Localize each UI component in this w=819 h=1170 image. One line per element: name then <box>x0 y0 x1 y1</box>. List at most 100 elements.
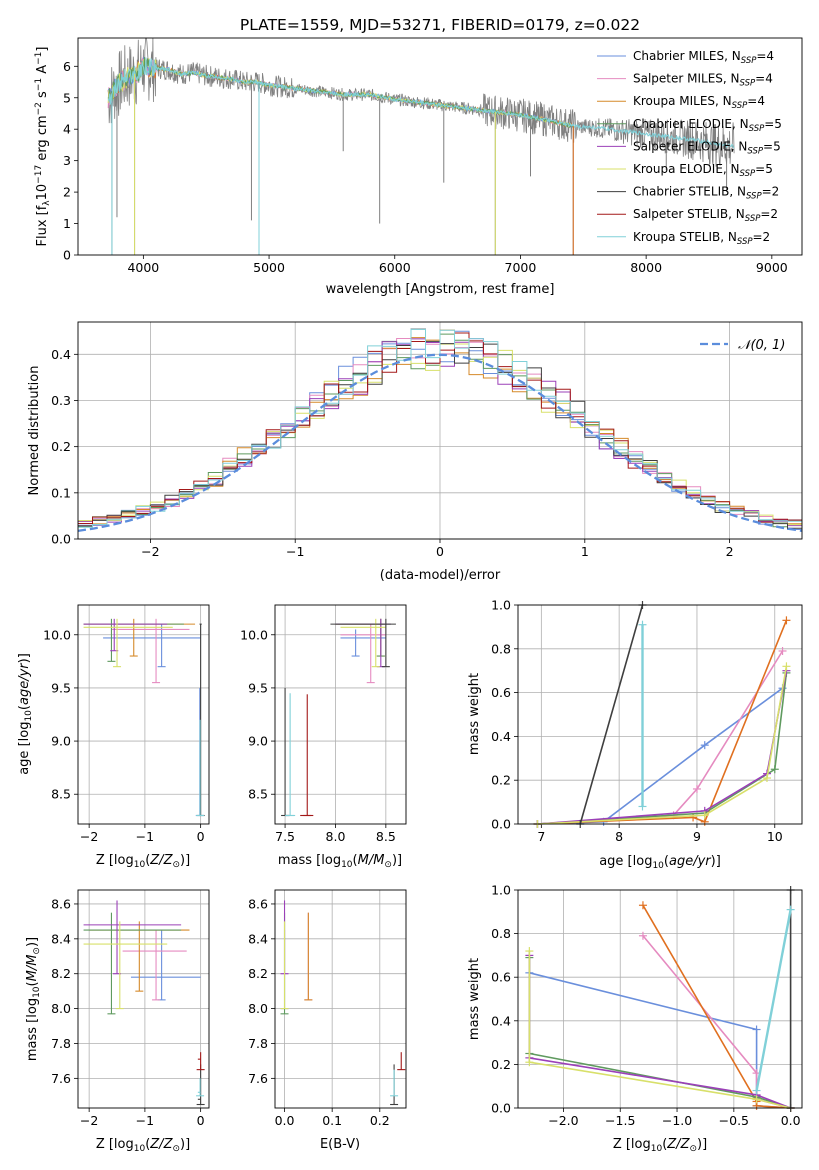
y-tick-label: 0.0 <box>491 1101 511 1116</box>
y-tick-label: 9.0 <box>51 734 71 749</box>
spectrum-xlabel: wavelength [Angstrom, rest frame] <box>326 282 555 297</box>
x-tick-label: 7 <box>537 829 545 844</box>
weight-line-salpeter_elodie <box>528 955 791 1109</box>
y-tick-label: 7.8 <box>248 1036 268 1051</box>
spectrum-frame <box>77 37 803 256</box>
weight_vs_Z-frame <box>517 889 803 1109</box>
x-tick-label: 8 <box>615 829 623 844</box>
x-tick-label: −1 <box>286 544 304 559</box>
x-tick-label: 0.0 <box>781 1113 801 1128</box>
mass-vs-ebv-xlabel: E(B-V) <box>320 1137 360 1152</box>
y-tick-label: 3 <box>63 153 71 168</box>
y-tick-label: 5 <box>63 90 71 105</box>
spectrum-legend: Chabrier MILES, NSSP=4 Salpeter MILES, NS… <box>597 49 782 247</box>
weight-line-salpeter_elodie <box>537 670 788 825</box>
gaussian-legend-label: 𝒩(0, 1) <box>738 338 785 353</box>
spectrum-lines <box>107 38 735 255</box>
y-tick-label: 0.2 <box>51 439 71 454</box>
y-tick-label: 9.0 <box>248 734 268 749</box>
y-tick-label: 9.5 <box>248 680 268 695</box>
weight_vs_age-lines <box>533 601 791 828</box>
x-tick-label: −0.5 <box>719 1113 749 1128</box>
x-tick-label: 0.0 <box>275 1113 295 1128</box>
y-tick-label: 0.4 <box>491 729 511 744</box>
mass_vs_ebv-axes: 0.0 0.1 0.2 7.6 7.8 8.0 8.2 8.4 8.6 <box>248 890 406 1128</box>
y-tick-label: 0.0 <box>491 817 511 832</box>
weight-line-kroupa_elodie <box>528 951 791 1109</box>
legend-label: Kroupa ELODIE, NSSP=5 <box>633 162 773 179</box>
x-tick-label: 1 <box>581 544 589 559</box>
residuals-ylabel: Normed distribution <box>27 366 42 496</box>
x-tick-label: 0 <box>197 1113 205 1128</box>
y-tick-label: 8.5 <box>248 787 268 802</box>
y-tick-label: 0.1 <box>51 485 71 500</box>
x-tick-label: −2 <box>80 1113 98 1128</box>
y-tick-label: 8.6 <box>51 896 71 911</box>
y-tick-label: 4 <box>63 122 71 137</box>
weight-vs-age-ylabel: mass weight <box>467 673 482 755</box>
x-tick-label: 5000 <box>253 260 285 275</box>
age_vs_Z-axes: −2 −1 0 8.5 9.0 9.5 10.0 <box>43 605 209 844</box>
mass-vs-z-ylabel: mass [log10(M/M⊙)] <box>25 937 42 1061</box>
x-tick-label: −1.5 <box>605 1113 635 1128</box>
weight-line-chabrier_miles <box>529 972 791 1109</box>
weight-vs-age-xlabel: age [log10(age/yr)] <box>599 854 721 871</box>
y-tick-label: 0.3 <box>51 393 71 408</box>
y-tick-label: 8.2 <box>51 966 71 981</box>
x-tick-label: 0.2 <box>370 1113 390 1128</box>
y-tick-label: 10.0 <box>43 627 71 642</box>
mass-vs-z-xlabel: Z [log10(Z/Z⊙)] <box>96 1137 190 1154</box>
mass_vs_Z-errorbars <box>83 900 205 1106</box>
y-tick-label: 1.0 <box>491 598 511 613</box>
x-tick-label: 9 <box>693 829 701 844</box>
weight-line-kroupa_miles <box>537 619 788 825</box>
x-tick-label: 4000 <box>127 260 159 275</box>
y-tick-label: 0.2 <box>491 1057 511 1072</box>
age_vs_mass-frame <box>274 604 407 825</box>
y-tick-label: 0.8 <box>491 926 511 941</box>
age_vs_Z-frame <box>77 604 210 825</box>
weight_vs_Z-axes: −2.0 −1.5 −1.0 −0.5 0.0 0.0 0.2 0.4 0.6 0.8 1.0 <box>491 883 802 1128</box>
age_vs_Z-errorbars <box>83 618 205 817</box>
weight-line-chabrier_stelib <box>579 604 644 825</box>
legend-label: Kroupa STELIB, NSSP=2 <box>633 230 770 247</box>
legend-label: Salpeter ELODIE, NSSP=5 <box>633 139 781 156</box>
x-tick-label: 7000 <box>505 260 537 275</box>
residuals-xlabel: (data-model)/error <box>380 568 501 583</box>
weight_vs_Z-lines <box>525 886 795 1112</box>
x-tick-label: −2 <box>80 829 98 844</box>
weight_vs_age-frame <box>517 604 803 825</box>
y-tick-label: 0.4 <box>51 347 71 362</box>
weight-vs-z-ylabel: mass weight <box>467 958 482 1040</box>
weight-line-kroupa_elodie <box>537 666 788 825</box>
x-tick-label: 7.5 <box>275 829 295 844</box>
spectrum-axes: 4000 5000 6000 7000 8000 9000 0 1 2 3 4 5 6 <box>63 59 788 275</box>
y-tick-label: 0 <box>63 248 71 263</box>
x-tick-label: 0.1 <box>322 1113 342 1128</box>
y-tick-label: 1 <box>63 216 71 231</box>
age-vs-z-ylabel: age [log10(age/yr)] <box>17 653 34 775</box>
weight-line-chabrier_elodie <box>537 672 788 825</box>
spectrum-ylabel: Flux [fλ10−17 erg cm−2 s−1 A−1] <box>34 47 52 247</box>
x-tick-label: −2.0 <box>548 1113 578 1128</box>
y-tick-label: 0.6 <box>491 970 511 985</box>
x-tick-label: −1 <box>136 829 154 844</box>
legend-label: Kroupa MILES, NSSP=4 <box>633 94 765 111</box>
weight-line-kroupa_stelib <box>755 909 792 1091</box>
weight-vs-z-xlabel: Z [log10(Z/Z⊙)] <box>613 1137 707 1154</box>
x-tick-label: 8000 <box>630 260 662 275</box>
x-tick-label: −1.0 <box>662 1113 692 1128</box>
spectrum-model-kroupa_stelib <box>107 57 735 149</box>
y-tick-label: 0.4 <box>491 1013 511 1028</box>
y-tick-label: 9.5 <box>51 680 71 695</box>
x-tick-label: 10 <box>767 829 783 844</box>
y-tick-label: 8.2 <box>248 966 268 981</box>
histogram-steps <box>78 328 802 533</box>
gaussian-curve <box>78 353 802 533</box>
y-tick-label: 8.6 <box>248 896 268 911</box>
x-tick-label: −2 <box>141 544 159 559</box>
x-tick-label: 8.5 <box>376 829 396 844</box>
y-tick-label: 8.4 <box>248 931 268 946</box>
x-tick-label: 9000 <box>756 260 788 275</box>
